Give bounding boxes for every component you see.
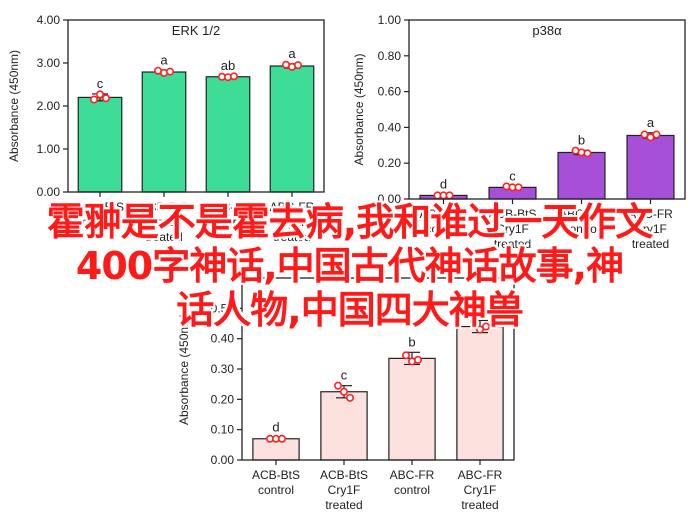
y-tick-label: 0.80 (378, 49, 402, 63)
x-tick-label: ACB-BtS (76, 200, 124, 214)
y-tick-label: 4.00 (37, 13, 61, 27)
significance-letter: c (97, 76, 104, 91)
bar (205, 76, 251, 193)
data-point (583, 149, 592, 158)
overlay-headline-line-2: 400字神话,中国古代神话故事,神 (75, 244, 624, 288)
y-tick-label: 0.40 (211, 332, 235, 346)
x-tick-label: ACB-BtS (488, 207, 536, 221)
significance-letter: a (476, 302, 484, 317)
x-tick-label: ACB-BtS (140, 200, 188, 214)
x-tick-label: control (394, 483, 430, 497)
third-chart: d c b a 0.00 0.10 0.20 0.30 0.40 0.50 Absorbance (… (177, 277, 515, 512)
overlay-headline-line-1: 霍翀是不是霍去病,我和谁过一天作文 (46, 200, 653, 244)
data-point (514, 183, 523, 192)
y-tick-label: 0.30 (211, 362, 235, 376)
x-tick-label: treated (325, 498, 362, 512)
x-tick-label: control (210, 215, 246, 229)
y-tick-label: 0.00 (37, 185, 61, 199)
y-tick-label: 1.00 (37, 142, 61, 156)
x-tick-label: ABC-FR (559, 207, 604, 221)
y-tick-label: 0.00 (211, 453, 235, 467)
significance-letter: b (578, 132, 585, 147)
y-tick-label: 1.00 (378, 13, 402, 27)
chart-title: ERK 1/2 (172, 23, 220, 38)
bar (77, 96, 123, 193)
x-tick-label: ABC-FR (628, 207, 673, 221)
bar (269, 65, 315, 193)
significance-letter: a (160, 52, 168, 67)
x-tick-label: control (258, 483, 294, 497)
data-point (469, 317, 478, 326)
x-tick-label: treated (461, 498, 498, 512)
y-tick-label: 2.00 (37, 99, 61, 113)
y-tick-label: 3.00 (37, 56, 61, 70)
overlay-headline-line-3: 话人物,中国四大神兽 (176, 288, 523, 332)
x-tick-label: treated (145, 230, 182, 244)
data-point (90, 95, 99, 104)
x-tick-label: Cry1F (634, 222, 667, 236)
x-tick-label: treated (494, 237, 531, 251)
x-tick-label: control (82, 215, 118, 229)
y-tick-label: 0.00 (378, 192, 402, 206)
bar (456, 325, 504, 461)
y-axis-label: Absorbance (450nm) (7, 50, 21, 162)
significance-letter: b (408, 334, 415, 349)
x-tick-label: control (425, 222, 461, 236)
x-tick-label: treated (273, 230, 310, 244)
significance-letter: ab (221, 58, 235, 73)
data-point (102, 94, 111, 103)
y-tick-label: 0.20 (378, 156, 402, 170)
significance-letter: c (341, 368, 348, 383)
data-point (166, 67, 175, 76)
erk-chart: c a ab a 0.00 1.00 2.00 3.00 4.00 Absorbance (450… (7, 13, 325, 244)
x-tick-label: control (563, 222, 599, 236)
y-tick-label: 0.40 (378, 120, 402, 134)
significance-letter: d (272, 420, 279, 435)
significance-letter: a (288, 46, 296, 61)
x-tick-label: treated (632, 237, 669, 251)
y-tick-label: 0.60 (378, 85, 402, 99)
x-tick-label: ABC-FR (206, 200, 251, 214)
y-axis-label: Absorbance (450nm) (352, 53, 366, 165)
bar (557, 151, 606, 200)
plot-frame (408, 19, 686, 200)
chart-title: p38α (532, 23, 562, 38)
data-point (475, 325, 484, 334)
x-tick-label: ABC-FR (458, 468, 503, 482)
x-tick-label: Cry1F (148, 215, 181, 229)
data-point (278, 434, 287, 443)
x-tick-label: ABC-FR (270, 200, 315, 214)
bar (388, 357, 436, 461)
significance-letter: c (509, 168, 516, 183)
x-tick-label: ACB-BtS (320, 468, 368, 482)
y-tick-label: 0.20 (211, 392, 235, 406)
data-point (481, 322, 490, 331)
data-point (445, 191, 454, 200)
y-axis-label: Absorbance (450nm) (177, 313, 191, 425)
data-point (334, 381, 343, 390)
data-point (293, 61, 302, 70)
x-tick-label: Cry1F (496, 222, 529, 236)
data-point (230, 72, 239, 81)
x-tick-label: Cry1F (464, 483, 497, 497)
significance-letter: a (647, 115, 655, 130)
y-tick-label: 0.50 (211, 301, 235, 315)
data-point (346, 393, 355, 402)
p38-chart: d c b a 0.00 0.20 0.40 0.60 0.80 1.00 Absorbance (… (352, 13, 686, 251)
significance-letter: d (440, 177, 447, 192)
x-tick-label: ACB-BtS (252, 468, 300, 482)
bar (626, 134, 675, 200)
data-point (340, 387, 349, 396)
data-point (652, 130, 661, 139)
x-tick-label: Cry1F (328, 483, 361, 497)
y-tick-label: 0.10 (211, 423, 235, 437)
bar (320, 391, 368, 461)
x-tick-label: Cry1F (276, 215, 309, 229)
x-tick-label: ACB-BtS (419, 207, 467, 221)
x-tick-label: ABC-FR (390, 468, 435, 482)
data-point (414, 355, 423, 364)
data-point (96, 90, 105, 99)
data-point (402, 351, 411, 360)
bar (141, 71, 187, 193)
